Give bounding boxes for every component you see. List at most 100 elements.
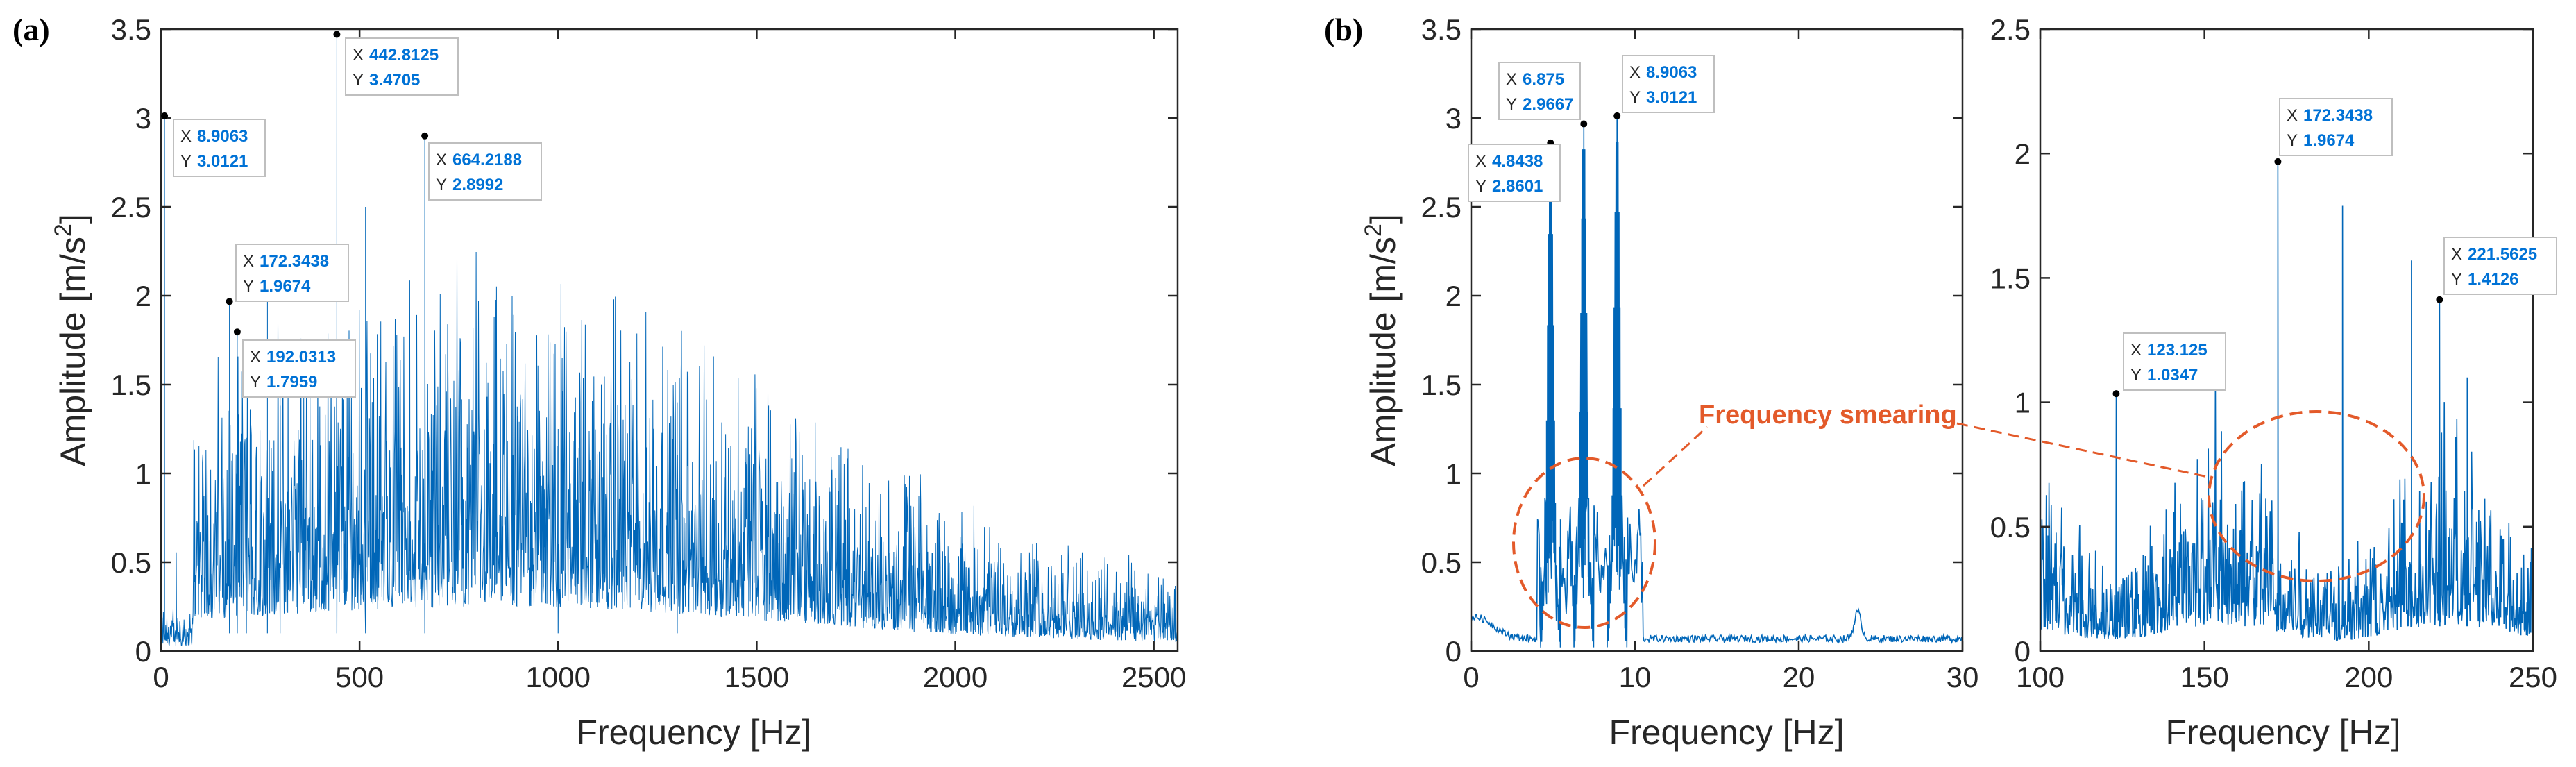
x-tick-label: 250 [2509,661,2557,693]
datatip-y-value: 1.4126 [2468,270,2518,289]
y-tick-label: 0 [1446,635,1461,668]
panel-label-a: (a) [12,12,50,47]
smearing-ellipse-high [2208,410,2425,582]
axes-box [1470,28,1964,652]
datatip-y-key: Y [436,176,447,194]
datatip-marker [161,112,169,119]
x-tick-label: 1500 [724,661,789,693]
y-tick-label: 0.5 [1990,511,2031,543]
y-tick-label: 1.5 [1421,369,1461,401]
y-tick-label: 2.5 [1990,13,2031,46]
datatip-y-key: Y [2287,131,2298,150]
y-tick-label: 0.5 [1421,546,1461,579]
y-tick-label: 2 [1446,280,1461,312]
smearing-ellipse-low [1512,457,1656,629]
datatip-box [2443,237,2557,295]
ylabel-a-sup: 2 [50,224,76,237]
datatip-y-key: Y [243,277,254,296]
plot-b-high: 100 150 200 250 0 0.5 1 1.5 2 2.5 X 123.125 Y 1.0347 X… [1990,13,2557,693]
datatip-y-key: Y [180,152,192,171]
datatip-marker [421,132,429,140]
datatip-box [1468,144,1561,202]
datatip-x-key: X [243,252,254,271]
x-tick-label: 0 [1463,661,1479,693]
y-tick-label: 3.5 [111,13,151,46]
datatip-marker [2112,390,2120,398]
datatip-y-value: 1.9674 [2303,131,2355,150]
xlabel-a: Frequency [Hz] [576,713,811,752]
x-tick-label: 1000 [526,661,591,693]
panel-a: (a) 0 500 1000 1500 2000 2500 0 0.5 1 1.5 2 2.5 3 3.5… [12,12,1186,752]
x-tick-label: 2000 [923,661,988,693]
axes-box [2039,28,2534,652]
datatip-y-value: 3.4705 [369,71,420,90]
ylabel-b-sup: 2 [1360,224,1387,237]
datatip-x-key: X [1475,152,1486,171]
spectrum-line [161,34,1178,647]
datatip-x-value: 6.875 [1523,70,1564,89]
frequency-smearing-annotation: Frequency smearing [1512,401,2425,629]
spectrum-line [2040,161,2533,642]
ylabel-b-close: ] [1364,214,1403,224]
datatip-y-key: Y [353,71,364,90]
datatip-marker [226,298,233,305]
datatip-y-key: Y [2451,270,2462,289]
y-tick-label: 3.5 [1421,13,1461,46]
datatip-box [173,119,266,177]
datatip-box [428,142,542,201]
datatip-y-value: 1.7959 [266,373,317,391]
datatip-x-value: 192.0313 [266,348,336,366]
datatip-x-value: 172.3438 [2303,106,2373,125]
plot-a: 0 500 1000 1500 2000 2500 0 0.5 1 1.5 2 2.5 3 3.5 X 8.9… [111,13,1187,693]
y-tick-label: 1.5 [111,369,151,401]
datatip-x-key: X [1629,63,1641,82]
datatip-x-value: 664.2188 [452,151,522,169]
x-tick-label: 500 [335,661,384,693]
datatip-y-key: Y [1475,177,1486,196]
y-tick-label: 1 [1446,457,1461,490]
spectrum-line [1471,115,1963,648]
smearing-leader-right [1956,422,2212,479]
datatip-x-key: X [2130,341,2142,360]
datatip-x-key: X [250,348,261,366]
datatip-x-key: X [2287,106,2298,125]
axes-box [160,28,1179,652]
datatip-y-value: 3.0121 [1646,88,1697,107]
datatip-x-value: 172.3438 [260,252,329,271]
y-tick-label: 2.5 [1421,191,1461,224]
x-tick-label: 2500 [1121,661,1186,693]
datatip-box [1622,55,1715,113]
datatip-marker [233,328,241,336]
panel-label-b: (b) [1324,12,1363,47]
datatip-marker [1613,112,1621,119]
datatip-box [345,37,459,96]
datatip-y-value: 1.0347 [2147,366,2198,385]
datatip-x-value: 8.9063 [197,127,248,146]
y-tick-label: 3 [135,102,151,135]
datatip-x-key: X [1506,70,1517,89]
datatip-y-key: Y [1506,95,1517,114]
ylabel-b-main: Amplitude [m/s [1364,237,1403,466]
ylabel-a-main: Amplitude [m/s [53,237,92,466]
x-tick-label: 20 [1783,661,1815,693]
datatip-x-key: X [353,46,364,65]
y-tick-label: 0.5 [111,546,151,579]
y-tick-label: 1.5 [1990,262,2031,294]
ylabel-b: Amplitude [m/s2] [1360,214,1403,466]
datatip-x-key: X [436,151,447,169]
datatip-y-key: Y [2130,366,2142,385]
datatip-x-value: 4.8438 [1492,152,1543,171]
y-tick-label: 2.5 [111,191,151,224]
y-tick-label: 0 [135,635,151,668]
datatip-box [2279,98,2393,156]
y-tick-label: 1 [2015,387,2031,419]
datatip-box [235,244,349,302]
datatip-marker [2436,296,2443,303]
y-tick-label: 2 [135,280,151,312]
smearing-label: Frequency smearing [1699,401,1957,430]
datatip-x-value: 221.5625 [2468,245,2537,264]
datatip-box [2123,332,2226,391]
datatip-x-value: 8.9063 [1646,63,1697,82]
y-tick-label: 2 [2015,137,2031,170]
